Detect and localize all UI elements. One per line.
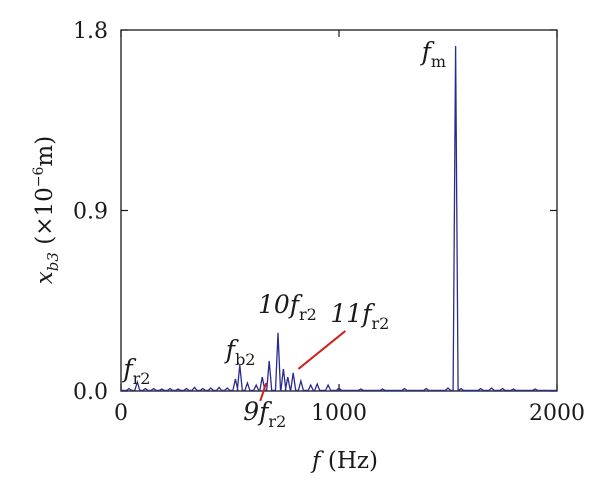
peak-label: 10fr2 bbox=[258, 290, 317, 324]
y-axis-label: xb3 (×10−6m) bbox=[31, 136, 62, 284]
peak-label: fb2 bbox=[224, 335, 256, 369]
leader-9fr2 bbox=[259, 382, 268, 402]
y-tick-label: 0.0 bbox=[73, 380, 108, 405]
y-tick-label: 1.8 bbox=[73, 19, 108, 44]
spectrum-line bbox=[121, 45, 557, 392]
x-tick-label: 1000 bbox=[311, 401, 367, 426]
peak-label: 11fr2 bbox=[330, 299, 389, 333]
peak-label: fr2 bbox=[121, 354, 150, 388]
tick-labels: 0 1000 2000 0.0 0.9 1.8 bbox=[73, 19, 585, 426]
peak-label: fm bbox=[420, 37, 446, 71]
x-tick-label: 2000 bbox=[529, 401, 585, 426]
x-axis-label: f (Hz) bbox=[310, 448, 378, 474]
annotation-leaders bbox=[259, 330, 347, 402]
peak-label: 9fr2 bbox=[243, 397, 286, 431]
y-tick-label: 0.9 bbox=[73, 200, 108, 225]
x-tick-label: 0 bbox=[114, 401, 128, 426]
leader-11fr2 bbox=[297, 330, 347, 370]
